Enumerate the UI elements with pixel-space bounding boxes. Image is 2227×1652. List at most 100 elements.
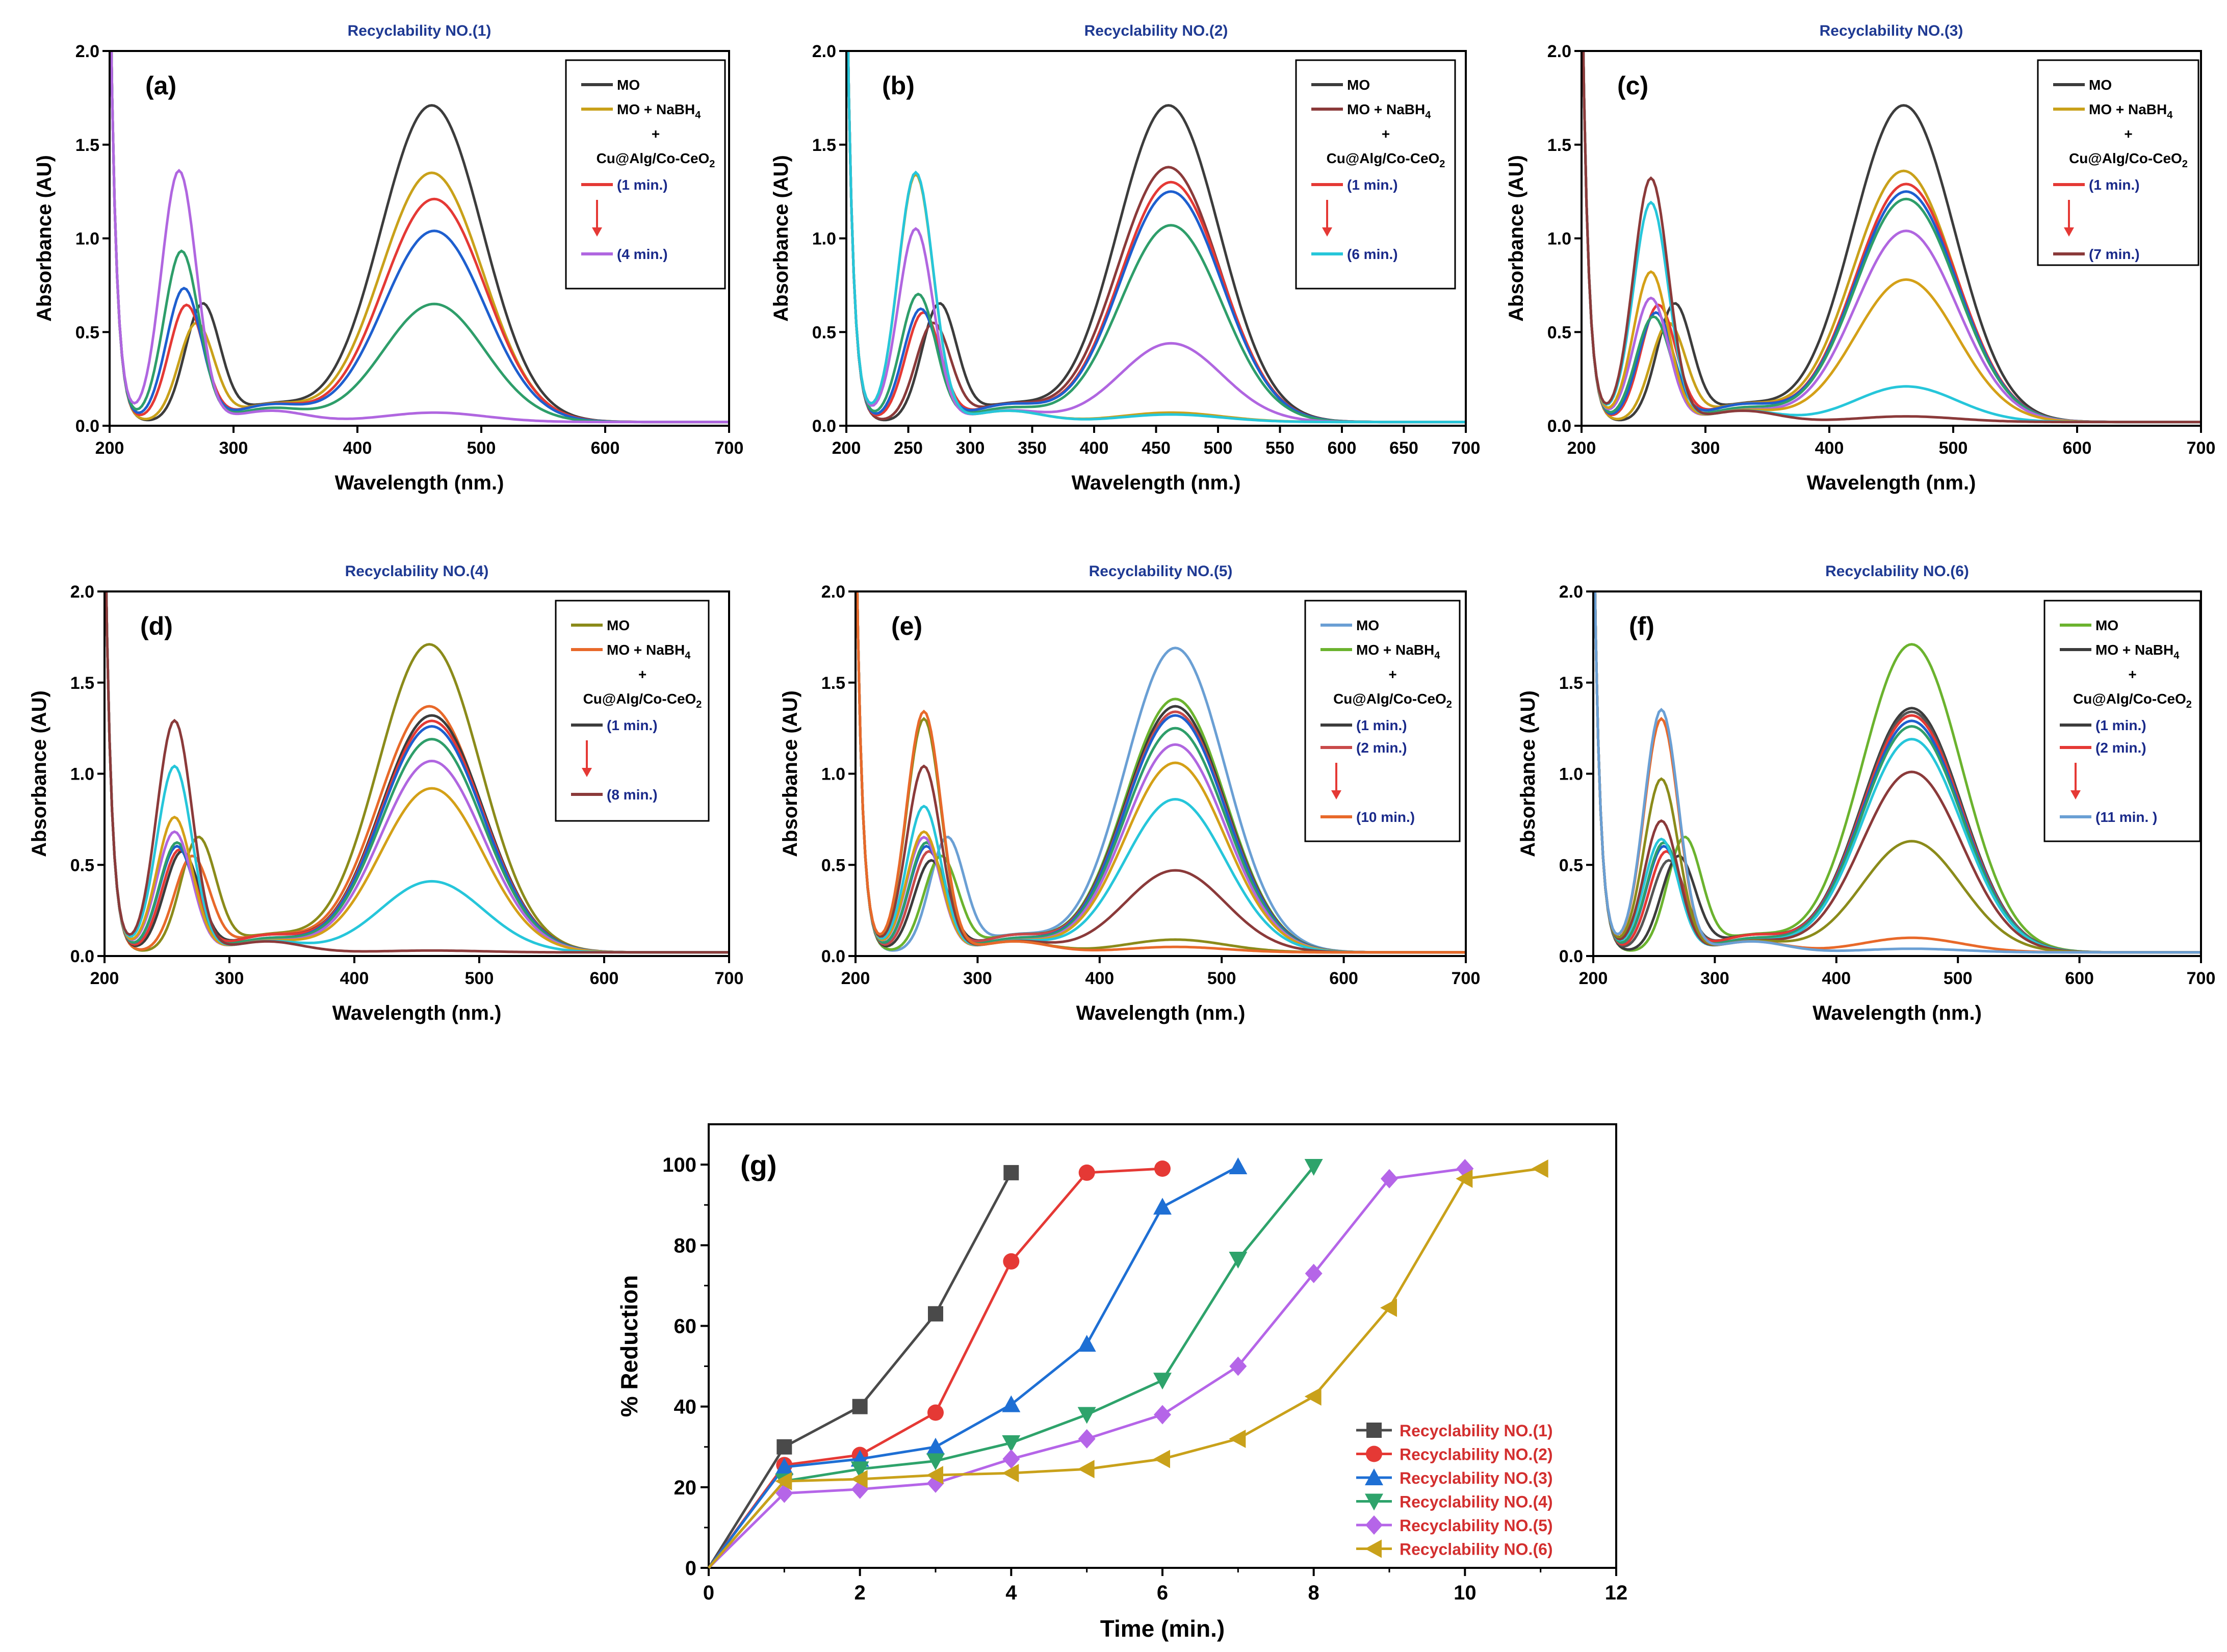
data-point <box>1305 1263 1323 1283</box>
y-tick-label: 40 <box>674 1396 697 1418</box>
legend-arrow-head <box>592 227 602 237</box>
y-axis-label: Absorbance (AU) <box>33 155 56 322</box>
legend-box <box>1304 600 1461 842</box>
data-point <box>926 1466 943 1485</box>
data-point <box>1077 1460 1095 1479</box>
series-line-8 <box>1582 51 2201 424</box>
spectra-panel-e: 200 300 400 500 600 700 0.0 0.5 1.0 1.5 2.0 Wavelen… <box>779 563 1480 1024</box>
subscript: 2 <box>1446 699 1452 710</box>
y-tick-label: 1.5 <box>812 136 836 155</box>
x-tick-label: 300 <box>1691 438 1720 458</box>
subscript: 4 <box>1434 650 1440 661</box>
series-6 <box>708 1159 1548 1569</box>
subscript: 4 <box>2173 650 2180 661</box>
subscript: 2 <box>696 699 702 710</box>
legend-last: (4 min.) <box>617 246 668 262</box>
series-line-5 <box>110 51 729 424</box>
y-tick-label: 1.5 <box>70 674 94 693</box>
data-point <box>1304 1387 1322 1406</box>
legend-last: (7 min.) <box>2089 246 2140 262</box>
data-point <box>1380 1298 1397 1317</box>
data-point <box>850 1470 868 1488</box>
x-tick-label: 500 <box>1944 969 1973 988</box>
legend-box <box>565 59 726 290</box>
legend-label-mo: MO <box>2089 77 2112 93</box>
y-tick-label: 0.5 <box>1559 856 1583 875</box>
data-point <box>1153 1450 1170 1468</box>
legend-plus: + <box>1382 126 1390 142</box>
legend-label-mo: MO <box>1347 77 1370 93</box>
y-tick-label: 0 <box>685 1557 696 1580</box>
x-axis-label: Time (min.) <box>1100 1615 1225 1642</box>
y-tick-label: 1.0 <box>1547 229 1571 249</box>
legend-arrow-head <box>1322 227 1332 237</box>
curves <box>847 51 1466 424</box>
x-tick-label: 700 <box>2187 969 2216 988</box>
data-point <box>1002 1449 1020 1469</box>
panel-title: Recyclability NO.(2) <box>1084 22 1228 39</box>
legend-first: (1 min.) <box>617 177 668 193</box>
x-axis-label: Wavelength (nm.) <box>1076 1002 1246 1024</box>
curves <box>856 591 1466 954</box>
y-tick-label: 2.0 <box>821 582 845 602</box>
legend-plus: + <box>652 126 660 142</box>
subscript: 4 <box>1425 110 1431 121</box>
data-point <box>1229 1251 1248 1269</box>
x-axis-label: Wavelength (nm.) <box>1072 472 1241 494</box>
x-tick-label: 400 <box>340 969 369 988</box>
y-axis-label: Absorbance (AU) <box>1505 155 1527 322</box>
x-tick-label: 200 <box>90 969 119 988</box>
series-5 <box>708 1159 1474 1569</box>
y-tick-label: 1.5 <box>75 136 99 155</box>
x-tick-label: 700 <box>715 438 744 458</box>
y-tick-label: 1.5 <box>1559 674 1583 693</box>
x-tick-label: 500 <box>465 969 494 988</box>
legend: Recyclability NO.(1) Recyclability NO.(2)… <box>1356 1422 1553 1559</box>
legend-plus: + <box>2124 126 2132 142</box>
series-line <box>708 1167 1465 1569</box>
spectra-panel-a: 200 300 400 500 600 700 0.0 0.5 1.0 1.5 2.0 Wavelen… <box>33 22 744 494</box>
data-point <box>1078 1164 1095 1181</box>
y-tick-label: 1.0 <box>812 229 836 249</box>
data-point <box>1002 1435 1021 1452</box>
x-tick-label: 650 <box>1389 438 1418 458</box>
y-axis-label: Absorbance (AU) <box>770 155 792 322</box>
subscript: 2 <box>2182 159 2188 170</box>
legend-plus: + <box>1388 666 1396 682</box>
series-line <box>707 1167 1163 1569</box>
subscript: 4 <box>685 650 691 661</box>
data-point <box>926 1437 945 1455</box>
y-axis-label: Absorbance (AU) <box>28 690 50 857</box>
legend-label: Recyclability NO.(6) <box>1400 1540 1553 1559</box>
x-tick-label: 400 <box>1080 438 1109 458</box>
y-tick-label: 2.0 <box>75 42 99 61</box>
x-tick-label: 600 <box>2065 969 2094 988</box>
y-tick-label: 60 <box>674 1315 697 1337</box>
y-tick-label: 1.5 <box>821 674 845 693</box>
panel-label: (d) <box>140 612 173 640</box>
data-point <box>1077 1407 1096 1424</box>
x-tick-label: 700 <box>1452 438 1481 458</box>
legend-label: Recyclability NO.(3) <box>1400 1469 1553 1487</box>
y-tick-label: 20 <box>674 1477 697 1499</box>
legend-last: (10 min.) <box>1356 809 1415 825</box>
data-point <box>1154 1160 1171 1177</box>
subscript: 2 <box>2186 699 2192 710</box>
subscript: 2 <box>709 159 715 170</box>
series-line <box>708 1166 1315 1569</box>
legend-arrow-head <box>582 768 592 777</box>
y-tick-label: 0.5 <box>1547 323 1571 342</box>
panel-title: Recyclability NO.(4) <box>345 563 489 580</box>
legend-marker <box>1366 1446 1382 1462</box>
y-tick-label: 1.5 <box>1547 136 1571 155</box>
legend-label-mo: MO <box>2095 617 2118 633</box>
panel-title: Recyclability NO.(1) <box>348 22 491 39</box>
legend-label-mo: MO <box>607 617 630 633</box>
series-1 <box>707 1165 1019 1569</box>
curves <box>105 591 729 954</box>
legend-last: (6 min.) <box>1347 246 1398 262</box>
